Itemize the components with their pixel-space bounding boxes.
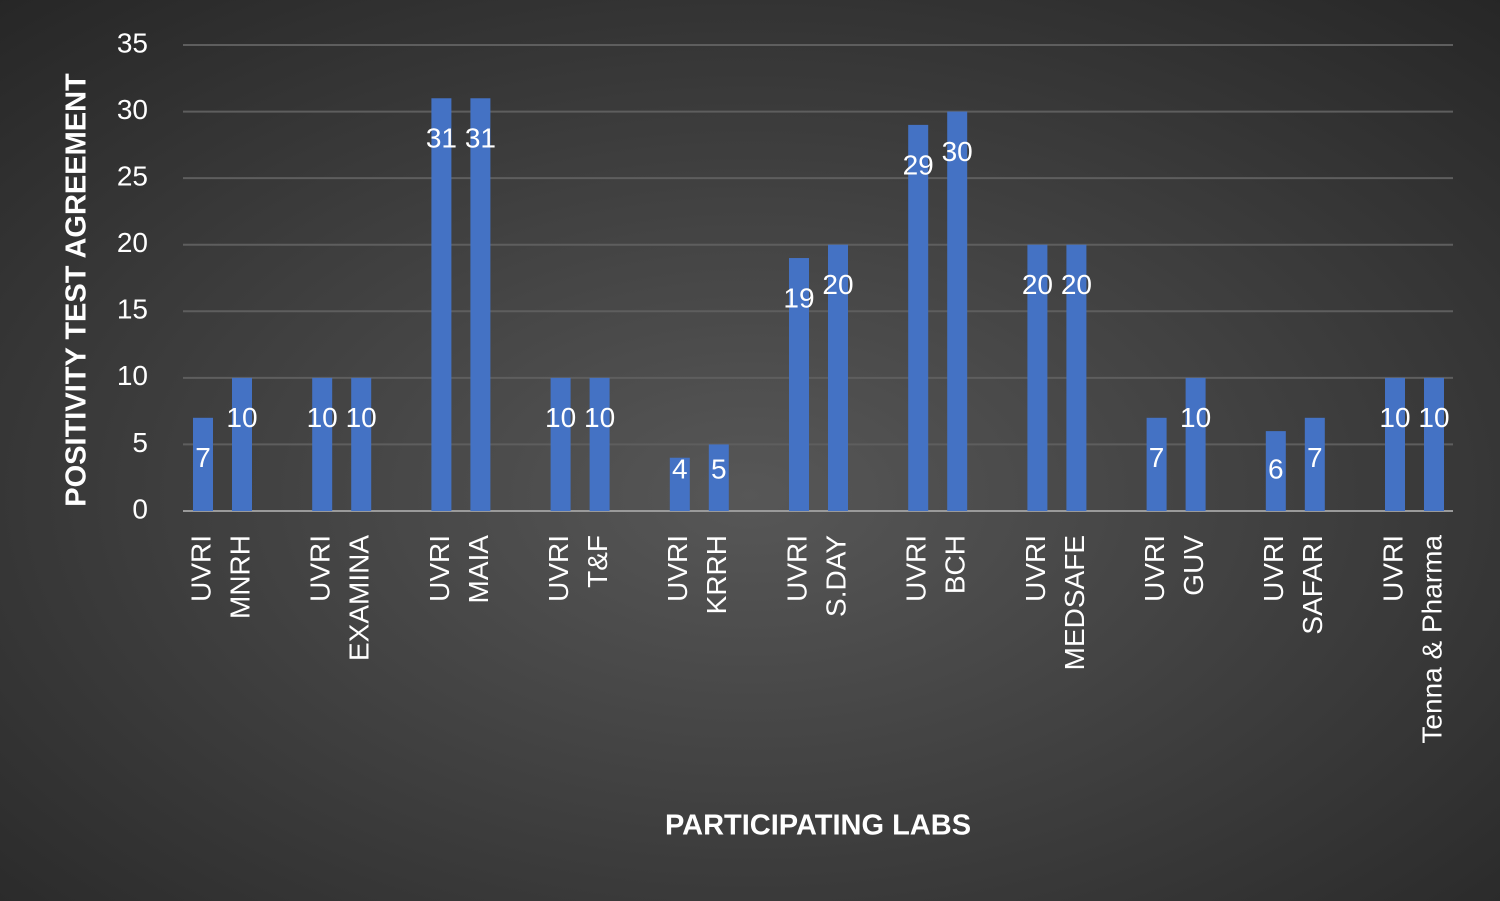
bar (789, 258, 809, 511)
data-label: 7 (1149, 442, 1165, 473)
data-label: 4 (672, 453, 688, 484)
bar (232, 377, 252, 511)
data-label: 20 (1022, 269, 1053, 300)
data-label: 19 (783, 282, 814, 313)
y-tick-label: 25 (117, 161, 148, 192)
bar (589, 377, 610, 511)
bar (908, 124, 929, 511)
bar (947, 111, 968, 512)
bar (193, 417, 213, 511)
data-label: 6 (1268, 453, 1284, 484)
x-tick-label: Tenna & Pharma (1416, 535, 1447, 744)
x-tick-label: KRRH (701, 535, 732, 614)
y-tick-label: 30 (117, 94, 148, 125)
bar (1304, 417, 1325, 511)
data-label: 5 (711, 453, 727, 484)
bar (1027, 244, 1048, 511)
x-tick-label: BCH (940, 535, 971, 594)
bar (312, 377, 333, 511)
y-tick-label: 20 (117, 227, 148, 258)
bar (828, 244, 848, 511)
bar (1265, 431, 1286, 511)
x-tick-label: MEDSAFE (1059, 535, 1090, 670)
x-tick-label: UVRI (1020, 535, 1051, 602)
bar (431, 98, 452, 511)
data-label: 10 (346, 402, 377, 433)
x-tick-label: T&F (582, 535, 613, 588)
data-label: 10 (545, 402, 576, 433)
x-tick-label: UVRI (901, 535, 932, 602)
data-label: 7 (1307, 442, 1323, 473)
data-label: 30 (942, 136, 973, 167)
data-label: 7 (195, 442, 211, 473)
y-axis-title: POSITIVITY TEST AGREEMENT (61, 73, 93, 507)
data-label: 10 (1379, 402, 1410, 433)
y-tick-label: 0 (132, 493, 148, 524)
x-tick-label: UVRI (1139, 535, 1170, 602)
data-label: 29 (903, 149, 934, 180)
data-label: 10 (307, 402, 338, 433)
x-tick-label: S.DAY (820, 535, 851, 617)
x-tick-label: UVRI (781, 535, 812, 602)
bar (351, 377, 372, 511)
x-tick-label: GUV (1178, 535, 1209, 596)
bar (1146, 417, 1167, 511)
x-tick-label: SAFARI (1297, 535, 1328, 635)
data-label: 10 (1180, 402, 1211, 433)
y-tick-label: 5 (132, 427, 148, 458)
data-label: 31 (465, 123, 496, 154)
x-axis-title: PARTICIPATING LABS (665, 810, 971, 842)
bar (1424, 377, 1444, 511)
data-label: 10 (1418, 402, 1449, 433)
bar (550, 377, 571, 511)
x-tick-label: UVRI (1258, 535, 1289, 602)
x-tick-label: MAIA (463, 535, 494, 604)
data-label: 20 (822, 269, 853, 300)
bar (470, 98, 491, 511)
data-label: 31 (426, 123, 457, 154)
x-tick-label: UVRI (424, 535, 455, 602)
bar (669, 457, 690, 511)
data-label: 10 (226, 402, 257, 433)
x-tick-label: UVRI (543, 535, 574, 602)
bar (1066, 244, 1087, 511)
y-tick-label: 35 (117, 27, 148, 58)
x-tick-label: UVRI (305, 535, 336, 602)
x-tick-label: UVRI (662, 535, 693, 602)
data-label: 10 (584, 402, 615, 433)
x-tick-label: UVRI (1377, 535, 1408, 602)
bar (1385, 377, 1405, 511)
x-tick-label: UVRI (185, 535, 216, 602)
bar (708, 444, 729, 511)
y-tick-label: 15 (117, 294, 148, 325)
x-tick-label: MNRH (224, 535, 255, 619)
x-tick-label: EXAMINA (344, 535, 375, 661)
data-label: 20 (1061, 269, 1092, 300)
y-tick-label: 10 (117, 360, 148, 391)
bar (1185, 377, 1206, 511)
